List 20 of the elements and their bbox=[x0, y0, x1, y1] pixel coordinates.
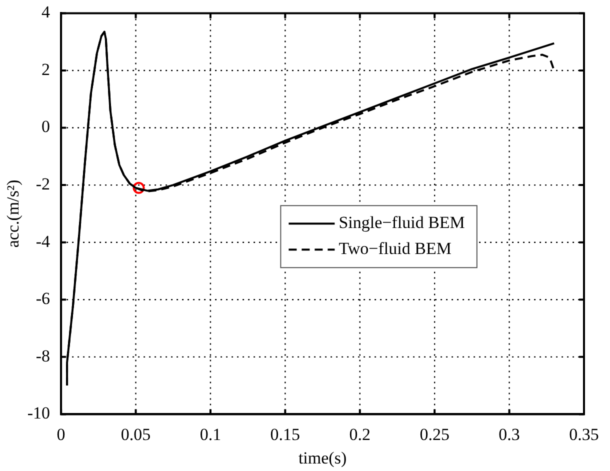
x-tick-label: 0.1 bbox=[200, 424, 222, 444]
x-tick-label: 0.35 bbox=[569, 424, 599, 444]
y-tick-label: 4 bbox=[42, 2, 51, 22]
y-tick-label: 0 bbox=[42, 117, 50, 136]
y-tick-label: -6 bbox=[36, 289, 50, 308]
y-tick-label: -2 bbox=[36, 174, 50, 194]
x-tick-label: 0.05 bbox=[120, 424, 151, 444]
y-tick-label: -8 bbox=[36, 346, 50, 366]
y-tick-label: -10 bbox=[27, 404, 50, 423]
y-axis-title: acc.(m/s²) bbox=[4, 180, 23, 248]
legend-label: Two−fluid BEM bbox=[338, 239, 452, 258]
legend-label: Single−fluid BEM bbox=[338, 213, 465, 232]
x-axis-title: time(s) bbox=[298, 448, 347, 468]
x-tick-label: 0 bbox=[56, 424, 66, 444]
x-tick-label: 0.2 bbox=[349, 424, 371, 444]
x-tick-label: 0.25 bbox=[420, 424, 450, 444]
y-tick-label: -4 bbox=[36, 232, 51, 251]
y-tick-label: 2 bbox=[42, 60, 50, 79]
x-tick-label: 0.3 bbox=[498, 424, 520, 444]
x-tick-label: 0.15 bbox=[270, 424, 300, 444]
